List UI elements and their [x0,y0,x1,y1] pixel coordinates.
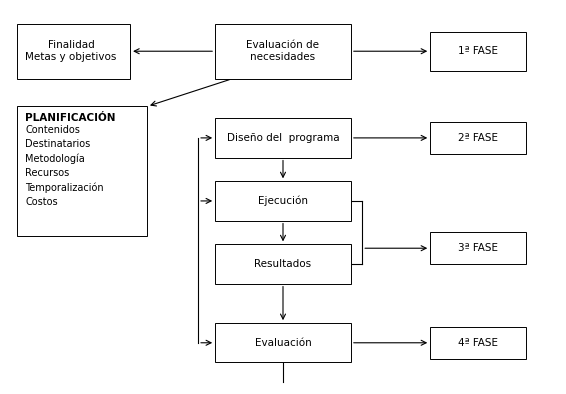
FancyBboxPatch shape [430,32,526,71]
Text: 4ª FASE: 4ª FASE [458,338,498,348]
Text: PLANIFICACIÓN: PLANIFICACIÓN [25,113,116,123]
FancyBboxPatch shape [430,327,526,359]
Text: Resultados: Resultados [255,259,311,269]
Text: Evaluación: Evaluación [255,338,311,348]
Text: 2ª FASE: 2ª FASE [458,133,498,143]
Text: 3ª FASE: 3ª FASE [458,243,498,253]
FancyBboxPatch shape [215,118,351,158]
FancyBboxPatch shape [215,181,351,221]
FancyBboxPatch shape [215,244,351,284]
Text: Diseño del  programa: Diseño del programa [227,133,339,143]
FancyBboxPatch shape [215,24,351,79]
FancyBboxPatch shape [17,24,130,79]
Text: 1ª FASE: 1ª FASE [458,46,498,56]
FancyBboxPatch shape [17,106,147,236]
FancyBboxPatch shape [430,232,526,264]
Text: Contenidos
Destinatarios
Metodología
Recursos
Temporalización
Costos: Contenidos Destinatarios Metodología Rec… [25,125,104,207]
Text: Finalidad
Metas y objetivos: Finalidad Metas y objetivos [25,41,117,62]
Text: Ejecución: Ejecución [258,196,308,206]
FancyBboxPatch shape [215,323,351,362]
FancyBboxPatch shape [430,122,526,154]
Text: Evaluación de
necesidades: Evaluación de necesidades [247,41,319,62]
